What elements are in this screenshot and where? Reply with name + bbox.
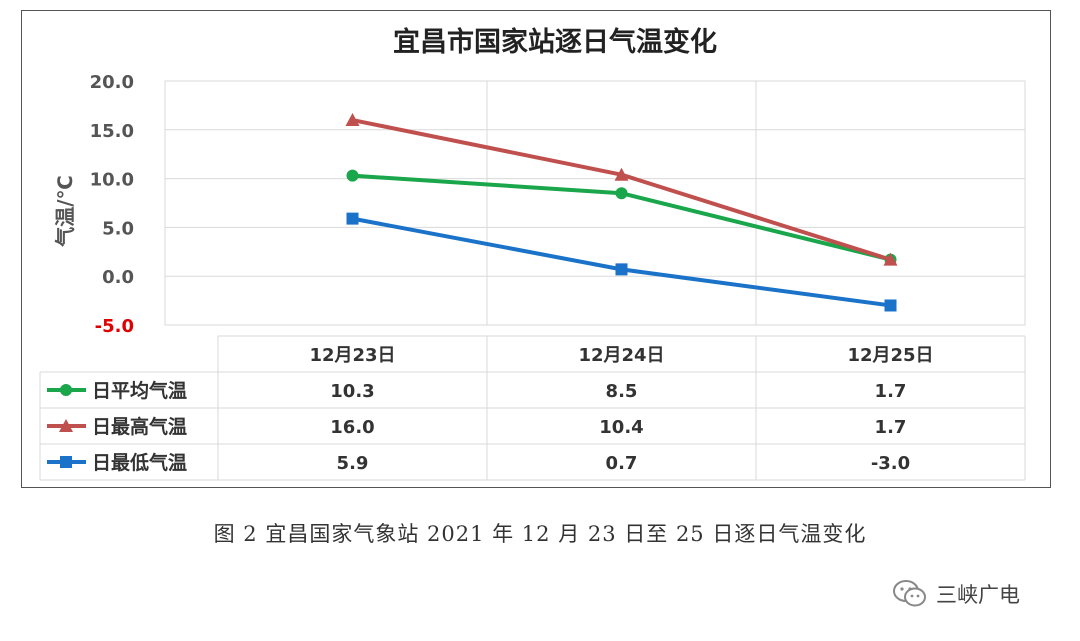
legend-entry: 日最低气温 [47,451,187,474]
legend-entry: 日平均气温 [47,379,187,402]
chart-title: 宜昌市国家站逐日气温变化 [393,26,717,58]
grid-lines [164,80,1026,326]
data-table-value: 1.7 [875,417,907,438]
data-table-value: -3.0 [871,453,910,474]
y-tick-label: 0.0 [102,267,134,288]
legend-label: 日最高气温 [92,415,187,438]
y-tick-label: 5.0 [102,218,134,239]
legend-label: 日最低气温 [92,451,187,474]
y-tick-label: 10.0 [90,170,134,191]
data-point [614,167,629,181]
watermark: 三峡广电 [892,578,1020,610]
plot-area-border [164,80,1026,326]
series-0 [346,169,897,266]
y-tick-labels: 20.0 15.0 10.0 5.0 0.0 -5.0 [90,72,134,337]
data-point [883,252,898,266]
series-lines [345,113,898,312]
series-1 [345,113,898,266]
legend-entry: 日最高气温 [47,415,187,438]
line-chart: 宜昌市国家站逐日气温变化 气温/℃ 20.0 15.0 10.0 5.0 0.0 -5.0… [39,26,1026,481]
y-tick-label: -5.0 [95,316,134,337]
chart-frame: 宜昌市国家站逐日气温变化 气温/℃ 20.0 15.0 10.0 5.0 0.0 -5.0… [21,10,1051,488]
x-category-label: 12月24日 [578,345,664,366]
legend-marker [60,456,72,468]
x-category-label: 12月23日 [309,345,395,366]
data-table-value: 8.5 [606,381,638,402]
data-table-value: 10.4 [599,417,643,438]
legend-marker [59,419,73,432]
x-category-label: 12月25日 [847,345,933,366]
watermark-text: 三峡广电 [936,583,1020,607]
wechat-icon [893,580,926,607]
legend-label: 日平均气温 [92,379,187,402]
data-table-value: 10.3 [330,381,374,402]
data-table-value: 16.0 [330,417,374,438]
series-2 [346,212,897,312]
data-table-value: 1.7 [875,381,907,402]
data-point [615,263,628,276]
data-point [884,299,897,312]
data-table-value: 5.9 [337,453,369,474]
data-point [346,169,359,182]
data-point [615,187,628,200]
legend-marker [60,384,72,396]
data-point [345,113,360,127]
data-point [346,212,359,225]
figure-caption: 图 2 宜昌国家气象站 2021 年 12 月 23 日至 25 日逐日气温变化 [213,522,867,546]
y-tick-label: 20.0 [90,72,134,93]
y-tick-label: 15.0 [90,121,134,142]
data-table-value: 0.7 [606,453,638,474]
y-axis-label: 气温/℃ [53,175,77,248]
series-line [350,216,893,308]
